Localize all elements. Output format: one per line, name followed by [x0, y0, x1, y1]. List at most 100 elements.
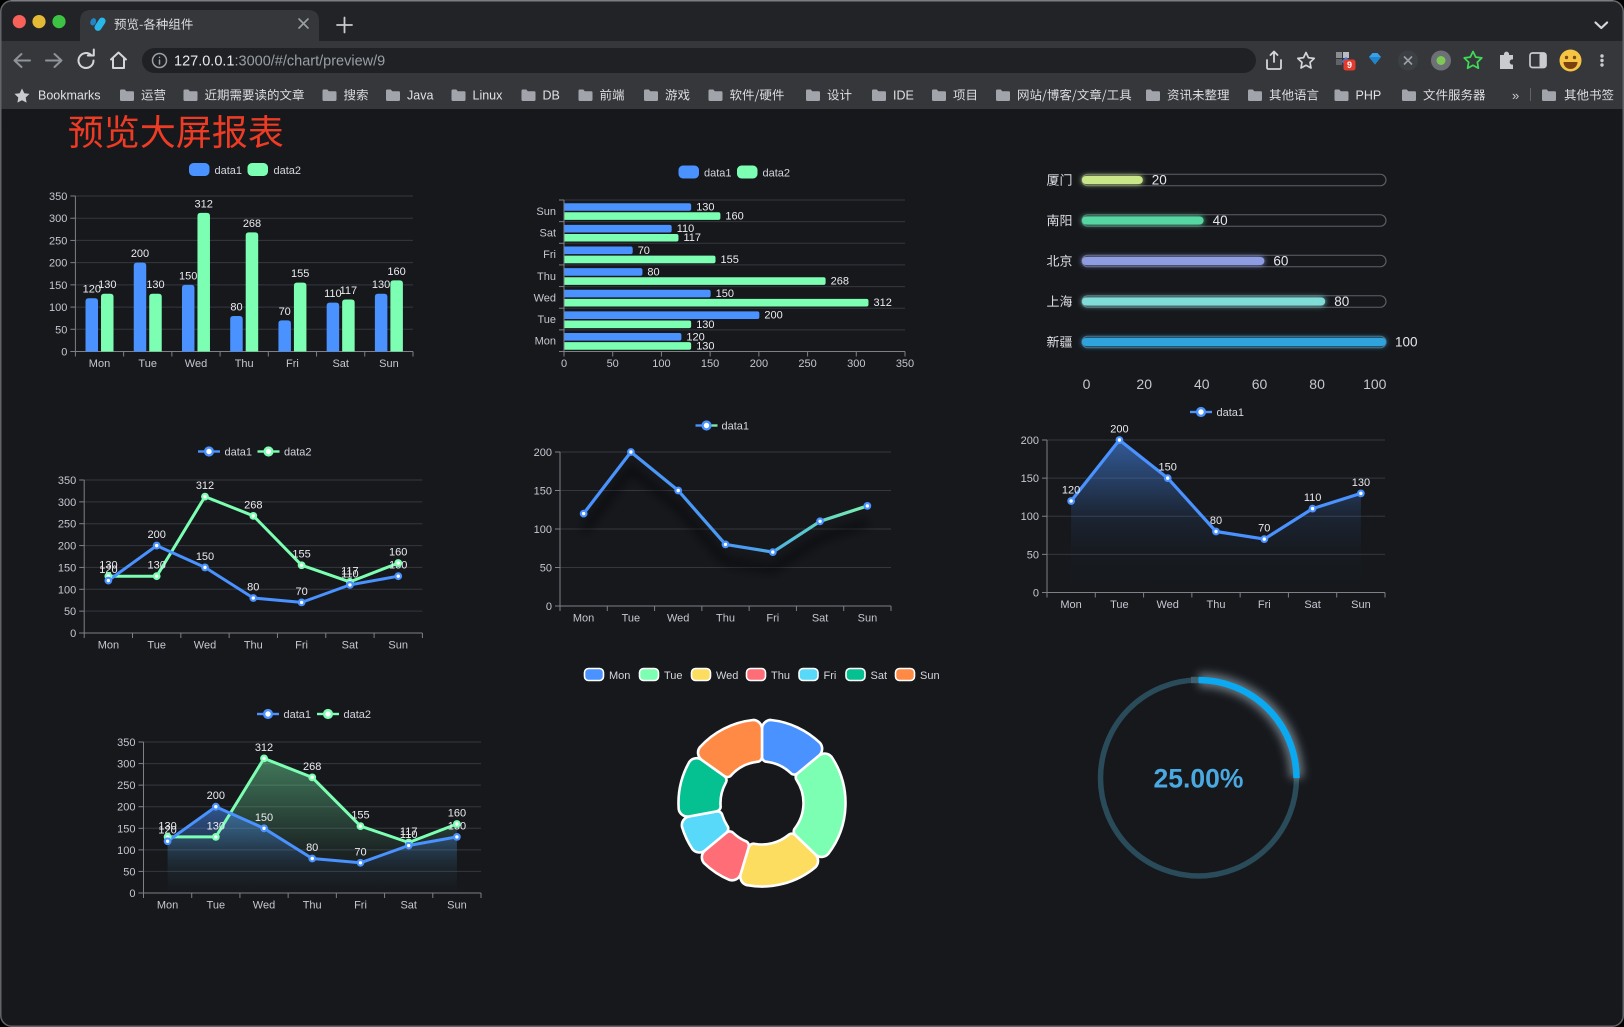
svg-text:Wed: Wed	[1156, 599, 1178, 611]
svg-text:data2: data2	[344, 709, 372, 721]
svg-text:155: 155	[351, 810, 369, 822]
svg-text:200: 200	[534, 447, 552, 459]
svg-text:Wed: Wed	[253, 900, 275, 912]
svg-text:data2: data2	[284, 447, 312, 459]
svg-text:268: 268	[303, 761, 321, 773]
svg-text:150: 150	[49, 280, 67, 292]
svg-text:350: 350	[58, 475, 76, 487]
svg-text:Sat: Sat	[342, 640, 359, 652]
svg-text:350: 350	[49, 191, 67, 203]
svg-text:300: 300	[847, 358, 865, 370]
svg-text:120: 120	[686, 331, 704, 343]
svg-text:312: 312	[255, 742, 273, 754]
svg-text:Sat: Sat	[332, 358, 349, 370]
svg-text:130: 130	[98, 279, 116, 291]
svg-text:Sun: Sun	[920, 670, 940, 682]
svg-text:70: 70	[1258, 523, 1270, 535]
svg-text:150: 150	[1159, 462, 1177, 474]
svg-text:100: 100	[1395, 335, 1418, 350]
svg-text:110: 110	[677, 223, 695, 235]
svg-text:data1: data1	[215, 165, 243, 177]
svg-text:110: 110	[341, 568, 359, 580]
svg-text:150: 150	[117, 823, 135, 835]
svg-text:100: 100	[534, 524, 552, 536]
svg-text:0: 0	[546, 601, 552, 613]
svg-text:100: 100	[1363, 376, 1387, 392]
svg-text:100: 100	[1021, 511, 1039, 523]
svg-text:Sun: Sun	[447, 900, 467, 912]
svg-text:80: 80	[1334, 294, 1349, 309]
svg-text:312: 312	[874, 297, 892, 309]
svg-text:Thu: Thu	[537, 271, 556, 283]
svg-text:Thu: Thu	[716, 613, 735, 625]
svg-text:Sun: Sun	[536, 206, 556, 218]
svg-text:Mon: Mon	[157, 900, 178, 912]
svg-text:130: 130	[148, 560, 166, 572]
svg-text:Sun: Sun	[388, 640, 408, 652]
svg-text:150: 150	[255, 812, 273, 824]
svg-text:250: 250	[58, 519, 76, 531]
svg-text:250: 250	[798, 358, 816, 370]
svg-text:50: 50	[540, 563, 552, 575]
svg-text:Bookmarks: Bookmarks	[38, 89, 101, 103]
svg-text:Mon: Mon	[1060, 599, 1081, 611]
svg-text:0: 0	[129, 888, 135, 900]
svg-text:Tue: Tue	[537, 314, 556, 326]
svg-text:80: 80	[247, 582, 259, 594]
svg-text:Wed: Wed	[185, 358, 207, 370]
svg-text:70: 70	[354, 846, 366, 858]
svg-text:350: 350	[117, 737, 135, 749]
svg-text:150: 150	[196, 551, 214, 563]
svg-text:9: 9	[1347, 60, 1352, 70]
svg-text:300: 300	[49, 213, 67, 225]
svg-text:60: 60	[1273, 254, 1288, 269]
svg-text:155: 155	[291, 268, 309, 280]
svg-text:268: 268	[244, 499, 262, 511]
svg-text:50: 50	[1027, 549, 1039, 561]
svg-text:Mon: Mon	[89, 358, 110, 370]
svg-text:40: 40	[1194, 376, 1210, 392]
svg-text:312: 312	[195, 198, 213, 210]
svg-text:117: 117	[341, 565, 359, 577]
svg-text:data2: data2	[763, 168, 791, 180]
svg-text:200: 200	[1021, 435, 1039, 447]
svg-text:50: 50	[55, 324, 67, 336]
svg-text:50: 50	[64, 606, 76, 618]
svg-text:Fri: Fri	[1258, 599, 1271, 611]
svg-text:70: 70	[638, 245, 650, 257]
svg-text:20: 20	[1152, 173, 1167, 188]
svg-text:0: 0	[1033, 588, 1039, 600]
svg-text:120: 120	[99, 564, 117, 576]
svg-text:110: 110	[324, 288, 342, 300]
svg-text:Tue: Tue	[1110, 599, 1129, 611]
svg-text:150: 150	[1021, 473, 1039, 485]
svg-text:130: 130	[1352, 477, 1370, 489]
svg-text:data1: data1	[704, 168, 732, 180]
svg-text:200: 200	[750, 358, 768, 370]
svg-text:Sat: Sat	[812, 613, 829, 625]
svg-text:200: 200	[117, 802, 135, 814]
svg-text:150: 150	[58, 562, 76, 574]
svg-text:Linux: Linux	[473, 89, 504, 103]
svg-text:100: 100	[652, 358, 670, 370]
svg-text:Fri: Fri	[824, 670, 837, 682]
svg-text:70: 70	[295, 586, 307, 598]
svg-text:0: 0	[1083, 376, 1091, 392]
svg-text:130: 130	[372, 279, 390, 291]
svg-text:130: 130	[99, 560, 117, 572]
svg-text:268: 268	[243, 218, 261, 230]
svg-text:60: 60	[1252, 376, 1268, 392]
svg-text:150: 150	[534, 486, 552, 498]
svg-text:data2: data2	[274, 165, 302, 177]
svg-text:Thu: Thu	[244, 640, 263, 652]
svg-text:80: 80	[1210, 515, 1222, 527]
svg-text:Tue: Tue	[138, 358, 157, 370]
svg-text:120: 120	[83, 284, 101, 296]
svg-text:Sat: Sat	[400, 900, 417, 912]
svg-text:Fri: Fri	[543, 249, 556, 261]
svg-text:155: 155	[292, 549, 310, 561]
svg-text:0: 0	[70, 628, 76, 640]
svg-text:130: 130	[158, 820, 176, 832]
svg-text:Sat: Sat	[871, 670, 888, 682]
svg-text:Wed: Wed	[534, 292, 556, 304]
